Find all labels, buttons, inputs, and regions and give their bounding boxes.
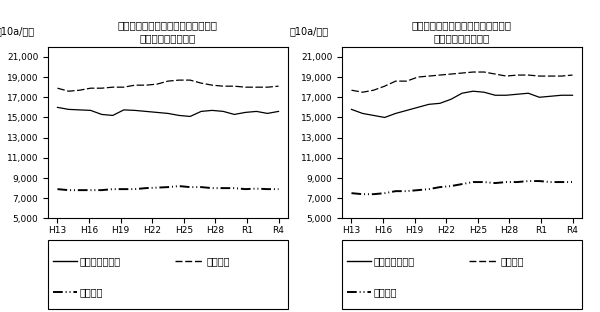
X-axis label: 年度: 年度 bbox=[456, 238, 468, 248]
Title: 図１　個人農家における基幹３作業
受託料金の年次推移: 図１ 個人農家における基幹３作業 受託料金の年次推移 bbox=[118, 20, 218, 43]
Text: 機械刈取: 機械刈取 bbox=[79, 287, 103, 297]
Text: 耕起から代かき: 耕起から代かき bbox=[373, 256, 415, 266]
X-axis label: 年度: 年度 bbox=[162, 238, 174, 248]
Text: （10a/円）: （10a/円） bbox=[289, 26, 328, 36]
Title: 図２　生産組織における基幹３作業
受託料金の年次推移: 図２ 生産組織における基幹３作業 受託料金の年次推移 bbox=[412, 20, 512, 43]
Text: （10a/円）: （10a/円） bbox=[0, 26, 34, 36]
Text: 耕起から代かき: 耕起から代かき bbox=[79, 256, 121, 266]
FancyBboxPatch shape bbox=[342, 240, 582, 309]
FancyBboxPatch shape bbox=[48, 240, 288, 309]
Text: 機械田植: 機械田植 bbox=[500, 256, 524, 266]
Text: 機械田植: 機械田植 bbox=[206, 256, 230, 266]
Text: 機械刈取: 機械刈取 bbox=[373, 287, 397, 297]
